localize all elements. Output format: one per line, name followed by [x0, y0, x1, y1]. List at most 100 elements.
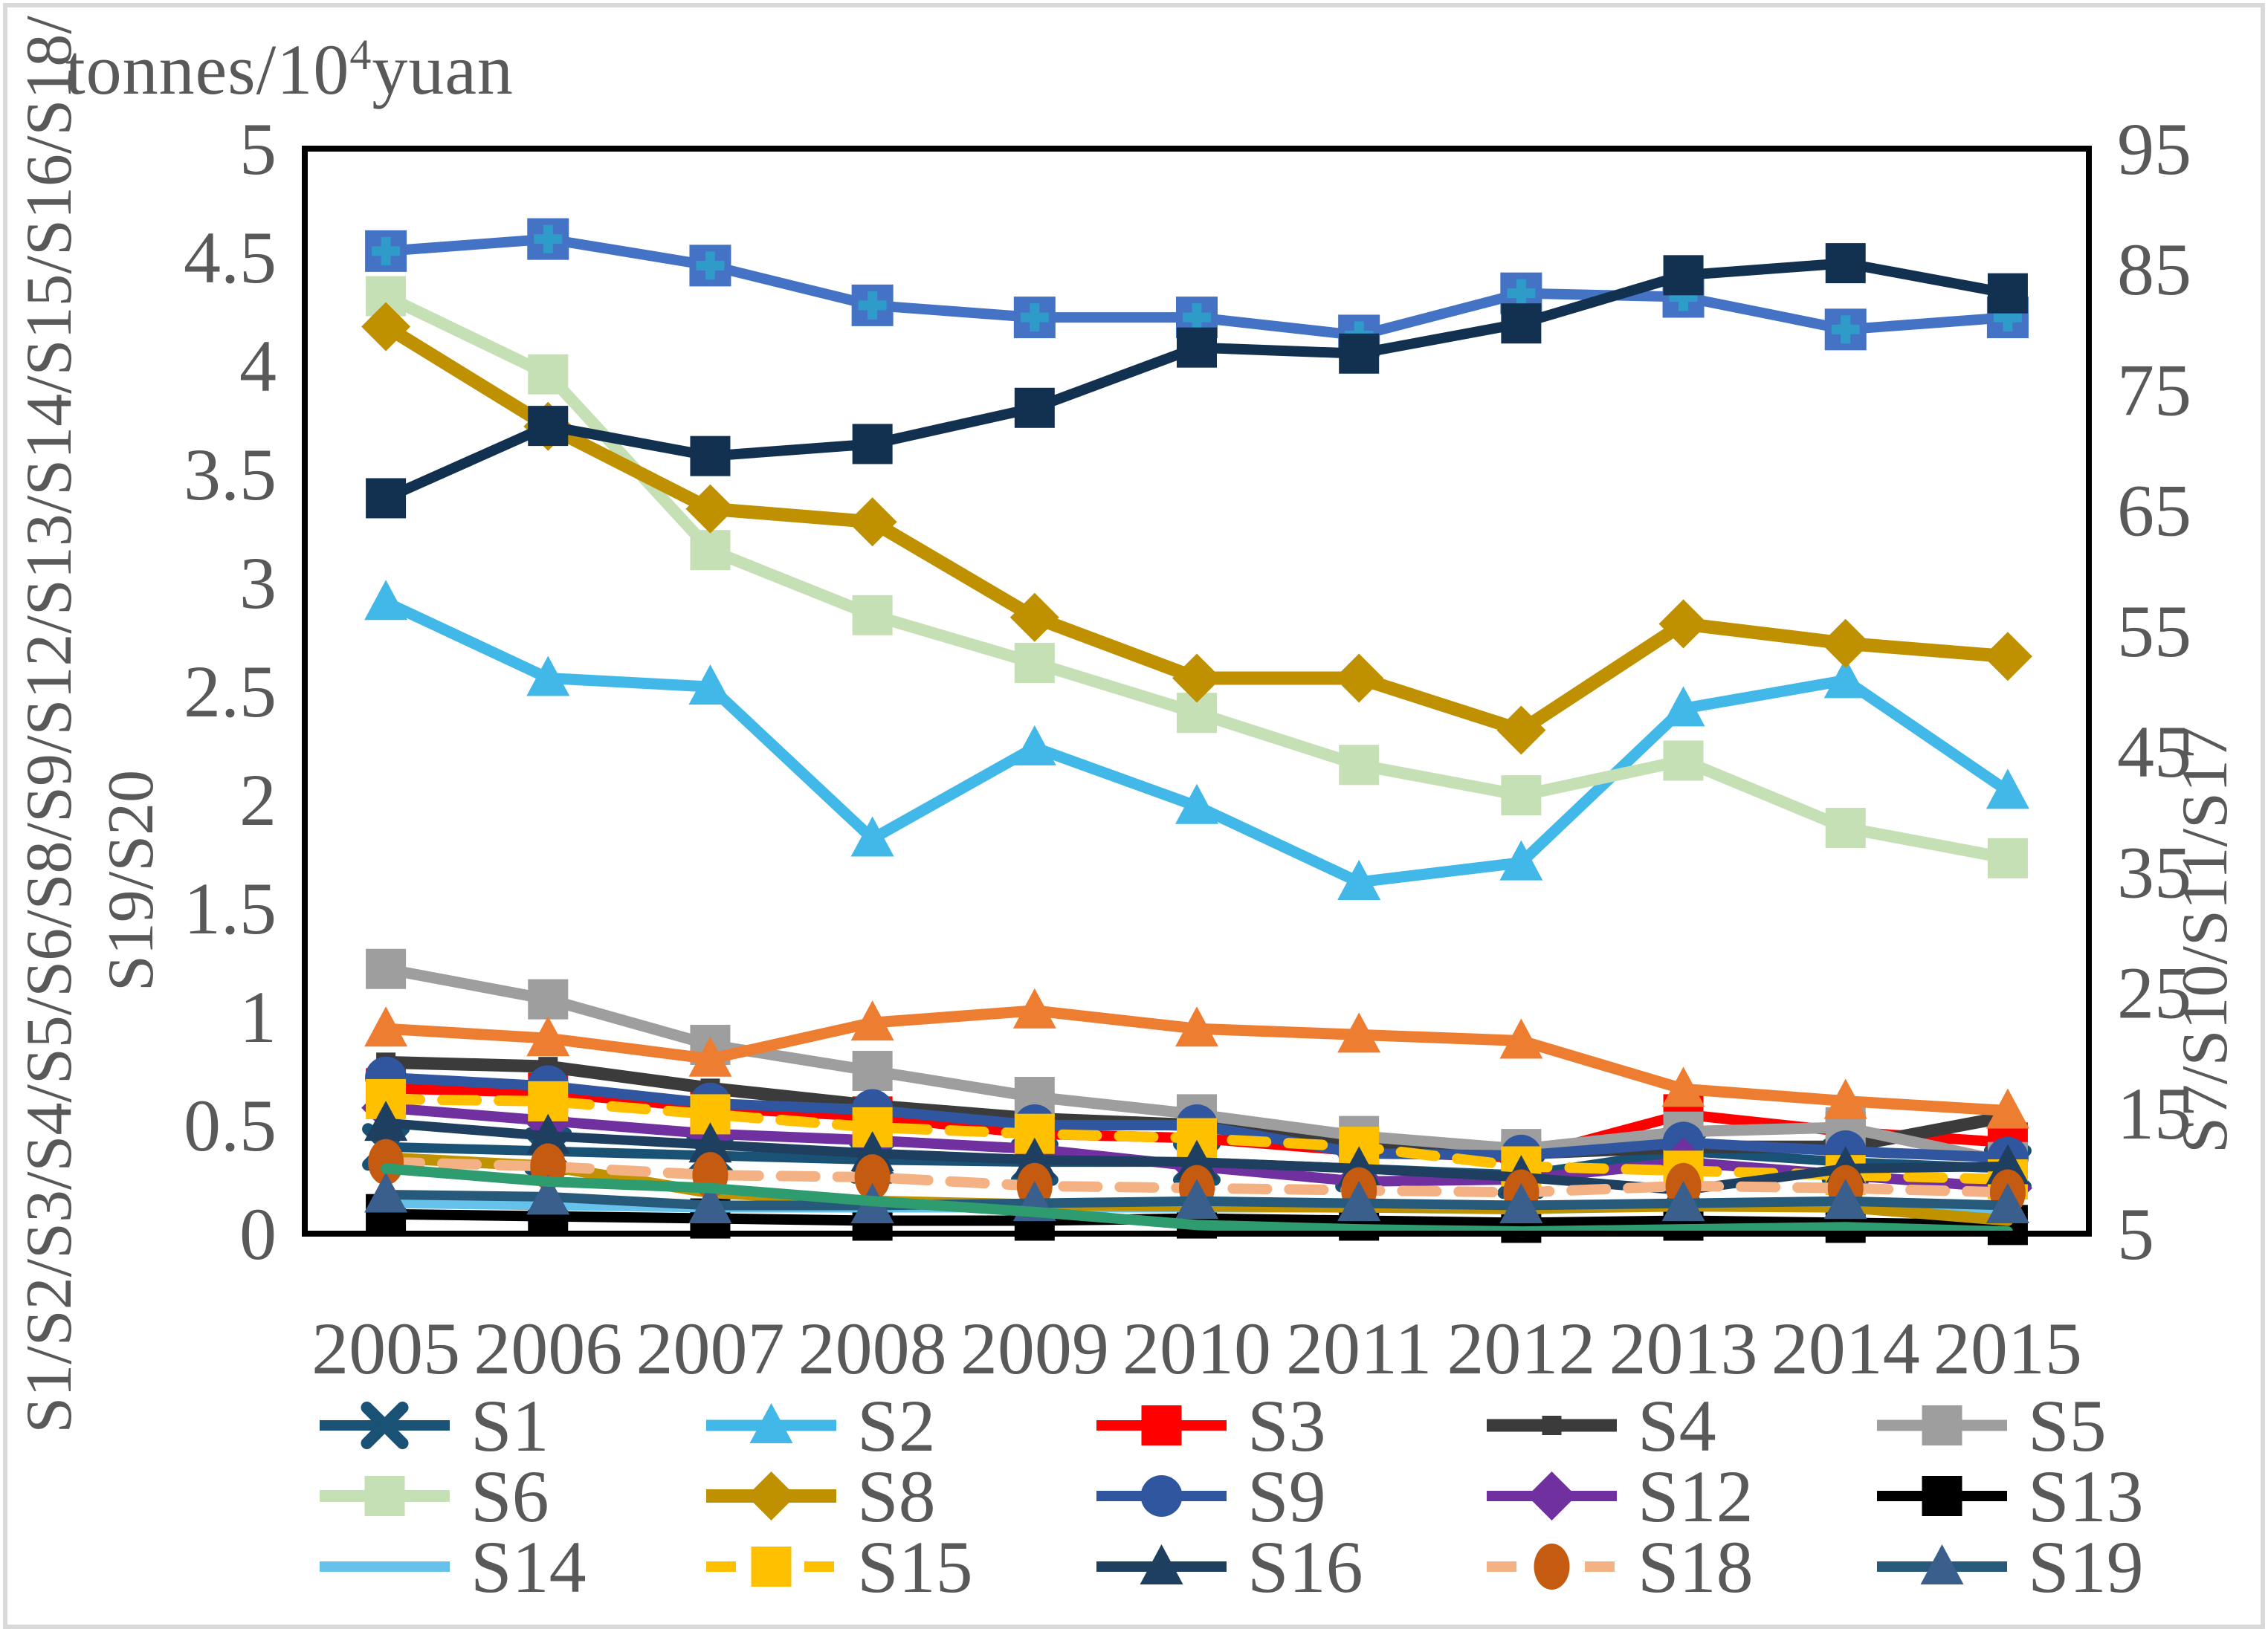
- marker-triangle: [1823, 1078, 1867, 1119]
- marker-plus-glyph: [372, 236, 401, 265]
- legend-label: S5: [2028, 1385, 2107, 1467]
- series-layer: [361, 218, 2032, 1246]
- x-axis-tick-label: 2013: [1609, 1307, 1758, 1390]
- marker-diamond: [847, 497, 897, 547]
- left-axis-tick-label: 0: [239, 1193, 277, 1275]
- series-S2: [364, 580, 2029, 900]
- marker-plus-glyph: [1507, 279, 1536, 308]
- marker-diamond: [361, 302, 411, 352]
- x-axis-tick-label: 2009: [960, 1307, 1109, 1390]
- left-axis-tick-label: 5: [239, 108, 277, 190]
- marker-diamond: [1334, 653, 1384, 703]
- marker-triangle: [526, 1016, 570, 1057]
- marker-square: [366, 478, 407, 519]
- unit-label-prefix: tonnes/10: [65, 30, 350, 109]
- marker-square: [1922, 1476, 1962, 1516]
- legend-item-S13: S13: [1877, 1455, 2144, 1538]
- marker-square: [1663, 740, 1704, 781]
- series-S11: [364, 988, 2029, 1129]
- legend-label: S19: [2028, 1526, 2144, 1608]
- marker-square: [364, 1476, 405, 1516]
- marker-triangle: [1661, 686, 1705, 727]
- x-axis-tick-label: 2015: [1933, 1307, 2082, 1390]
- marker-triangle: [749, 1403, 793, 1443]
- legend-label: S9: [1247, 1455, 1326, 1538]
- x-axis-tick-label: 2005: [311, 1307, 460, 1390]
- marker-plus-glyph: [1831, 315, 1860, 344]
- marker-triangle: [364, 1006, 408, 1047]
- marker-triangle: [1140, 1544, 1183, 1584]
- marker-plus-glyph: [534, 224, 563, 253]
- marker-square: [751, 1547, 792, 1587]
- legend-item-S5: S5: [1877, 1385, 2107, 1467]
- x-axis-tick-label: 2012: [1447, 1307, 1595, 1390]
- marker-triangle: [1012, 725, 1056, 765]
- legend-item-S18: S18: [1487, 1526, 1754, 1608]
- legend-item-S2: S2: [706, 1385, 936, 1467]
- right-axis-tick-label: 55: [2117, 590, 2191, 673]
- marker-diamond: [1983, 632, 2032, 681]
- marker-triangle: [1986, 768, 2029, 809]
- marker-square: [1141, 1405, 1182, 1445]
- legend-item-S3: S3: [1096, 1385, 1326, 1467]
- marker-square: [1825, 243, 1866, 284]
- marker-triangle: [850, 1000, 894, 1041]
- marker-plus-glyph: [696, 251, 725, 280]
- series-S10: [366, 243, 2028, 519]
- left-axis-tick-label: 0.5: [184, 1084, 277, 1167]
- marker-triangle: [1175, 783, 1218, 824]
- marker-diamond: [685, 484, 735, 534]
- x-axis-tick-label: 2014: [1771, 1307, 1920, 1390]
- legend-label: S2: [857, 1385, 936, 1467]
- marker-triangle: [526, 1113, 570, 1154]
- legend: S1 S2 S3 S4 S5 S6 S8 S9 S12 S13 S14 S15 S16 S18 S19: [320, 1385, 2144, 1608]
- left-axis-tick-label: 3: [239, 542, 277, 624]
- marker-square: [1663, 255, 1704, 296]
- marker-square: [528, 979, 569, 1020]
- legend-item-S14: S14: [320, 1526, 587, 1608]
- marker-triangle: [526, 655, 570, 696]
- marker-triangle: [1175, 1006, 1218, 1047]
- marker-triangle: [526, 1174, 570, 1215]
- marker-ellipse: [854, 1154, 891, 1201]
- x-axis-tick-label: 2010: [1122, 1307, 1271, 1390]
- marker-triangle: [1661, 1066, 1705, 1107]
- marker-square: [690, 435, 731, 476]
- legend-label: S8: [857, 1455, 936, 1538]
- marker-diamond: [746, 1471, 796, 1521]
- marker-square: [528, 406, 569, 447]
- marker-triangle: [850, 816, 894, 857]
- unit-label: tonnes/104yuan: [65, 28, 514, 111]
- marker-diamond: [1658, 599, 1708, 649]
- right-axis-title: S7/S10/S11/S17: [2169, 727, 2241, 1153]
- marker-square: [1987, 838, 2028, 878]
- marker-small-square: [1542, 1416, 1562, 1435]
- marker-plus-glyph: [1183, 303, 1211, 332]
- marker-ellipse: [1534, 1544, 1570, 1590]
- marker-square: [1501, 303, 1542, 344]
- marker-diamond: [1496, 705, 1546, 755]
- unit-label-sup: 4: [349, 30, 372, 79]
- legend-label: S13: [2028, 1455, 2144, 1538]
- marker-triangle: [688, 664, 732, 705]
- marker-triangle: [1986, 1088, 2029, 1129]
- left-axis-tick-label: 3.5: [184, 433, 277, 516]
- legend-label: S1: [471, 1385, 549, 1467]
- x-axis-tick-label: 2011: [1286, 1307, 1432, 1390]
- left-axis-tick-label: 4: [239, 325, 277, 407]
- marker-triangle: [1823, 1179, 1867, 1220]
- marker-triangle: [1823, 658, 1867, 699]
- marker-square: [1014, 643, 1055, 684]
- legend-item-S1: S1: [320, 1385, 549, 1467]
- series-S19: [364, 1172, 2029, 1224]
- marker-square: [1922, 1405, 1962, 1445]
- legend-label: S4: [1638, 1385, 1716, 1467]
- axis-titles: S1/S2/S3/S4/S5/S6/S8/S9/S12/S13/S14/S15/…: [13, 16, 2241, 1434]
- marker-square: [1987, 273, 2028, 314]
- legend-item-S12: S12: [1487, 1455, 1754, 1538]
- marker-triangle: [1175, 1179, 1218, 1220]
- marker-circle: [1140, 1475, 1183, 1517]
- marker-square: [852, 424, 893, 464]
- left-axis-tick-label: 1: [239, 976, 277, 1058]
